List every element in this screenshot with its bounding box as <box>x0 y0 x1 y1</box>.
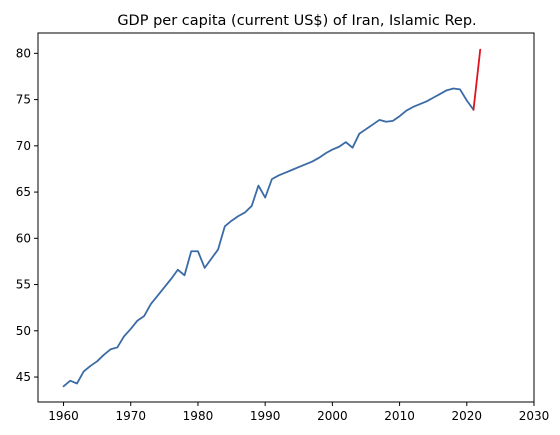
y-tick-label: 60 <box>16 231 31 245</box>
series-line-historical <box>62 87 475 388</box>
y-axis: 45 50 55 60 65 70 75 80 <box>16 46 38 384</box>
y-tick-label: 50 <box>16 324 31 338</box>
y-tick-label: 65 <box>16 185 31 199</box>
y-tick-label: 45 <box>16 370 31 384</box>
x-tick-label: 2030 <box>519 409 550 423</box>
x-tick-label: 2000 <box>317 409 348 423</box>
series-line-projection <box>472 48 482 111</box>
x-tick-label: 2020 <box>452 409 483 423</box>
y-tick-label: 55 <box>16 278 31 292</box>
x-tick-label: 1970 <box>115 409 146 423</box>
x-tick-label: 1990 <box>250 409 281 423</box>
plot-area-frame <box>37 32 535 403</box>
y-tick-label: 75 <box>16 93 31 107</box>
x-tick-label: 1980 <box>183 409 214 423</box>
y-tick-label: 80 <box>16 46 31 60</box>
y-tick-label: 70 <box>16 139 31 153</box>
chart-title: GDP per capita (current US$) of Iran, Is… <box>117 13 476 29</box>
x-axis: 1960 1970 1980 1990 2000 2010 2020 2030 <box>48 402 549 423</box>
series-layer <box>62 48 482 388</box>
x-tick-label: 1960 <box>48 409 79 423</box>
x-tick-label: 2010 <box>384 409 415 423</box>
